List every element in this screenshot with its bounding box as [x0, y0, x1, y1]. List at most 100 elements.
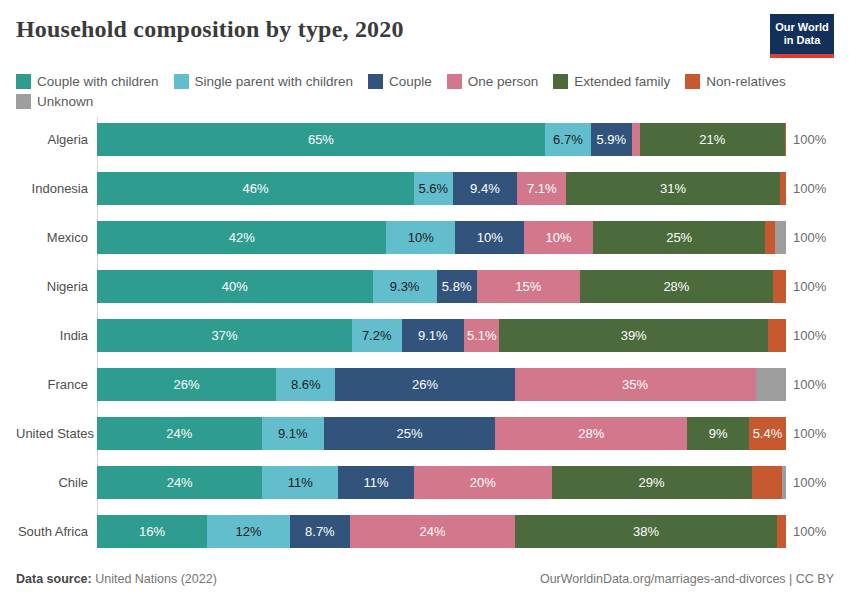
bar-segment[interactable]: 5.8%: [437, 270, 477, 303]
bar-segment[interactable]: 5.4%: [749, 417, 786, 450]
chart-row: India37%7.2%9.1%5.1%39%100%: [16, 319, 834, 352]
chart-row: South Africa16%12%8.7%24%38% 100%: [16, 515, 834, 548]
bar-segment[interactable]: 25%: [593, 221, 765, 254]
owid-logo[interactable]: Our World in Data: [770, 14, 834, 58]
bar-segment[interactable]: 5.6%: [414, 172, 453, 205]
bar-segment[interactable]: 24%: [97, 466, 262, 499]
bar: 24%11%11%20%29%: [97, 466, 786, 499]
row-total: 100%: [786, 279, 834, 294]
bar-segment[interactable]: [773, 270, 786, 303]
bar-segment[interactable]: 8.6%: [276, 368, 335, 401]
data-source-label: Data source:: [16, 572, 92, 586]
bar-segment[interactable]: 37%: [97, 319, 352, 352]
legend-item[interactable]: Extended family: [553, 74, 670, 89]
bar: 37%7.2%9.1%5.1%39%: [97, 319, 786, 352]
row-label: Indonesia: [16, 181, 97, 196]
bar-segment[interactable]: 9.1%: [402, 319, 465, 352]
bar-segment[interactable]: 11%: [262, 466, 338, 499]
bar-segment[interactable]: [768, 319, 786, 352]
legend: Couple with children Single parent with c…: [16, 74, 834, 109]
row-total: 100%: [786, 181, 834, 196]
bar-segment[interactable]: 24%: [97, 417, 262, 450]
bar-segment[interactable]: 7.2%: [352, 319, 402, 352]
bar-segment[interactable]: 11%: [338, 466, 414, 499]
row-total: 100%: [786, 426, 834, 441]
bar-segment[interactable]: 65%: [97, 123, 545, 156]
bar-segment[interactable]: 35%: [515, 368, 756, 401]
bar-segment[interactable]: 5.1%: [464, 319, 499, 352]
bar-segment[interactable]: 28%: [495, 417, 687, 450]
row-label: Nigeria: [16, 279, 97, 294]
legend-item[interactable]: Couple: [368, 74, 432, 89]
bar-segment[interactable]: 28%: [580, 270, 773, 303]
bar-segment[interactable]: [765, 221, 775, 254]
bar-segment[interactable]: [775, 221, 786, 254]
bar-segment[interactable]: [632, 123, 640, 156]
bar-segment[interactable]: [777, 515, 786, 548]
legend-item[interactable]: One person: [447, 74, 539, 89]
row-total: 100%: [786, 377, 834, 392]
chart-row: Chile24%11%11%20%29%100%: [16, 466, 834, 499]
row-label: South Africa: [16, 524, 97, 539]
bar-segment[interactable]: 31%: [566, 172, 780, 205]
bar-segment[interactable]: 8.7%: [290, 515, 350, 548]
bar-segment[interactable]: 7.1%: [517, 172, 566, 205]
bar-segment[interactable]: 12%: [207, 515, 290, 548]
bar-segment[interactable]: 39%: [499, 319, 768, 352]
bar: 24%9.1%25%28%9%5.4%: [97, 417, 786, 450]
row-total: 100%: [786, 524, 834, 539]
legend-item[interactable]: Couple with children: [16, 74, 159, 89]
legend-item[interactable]: Unknown: [16, 94, 93, 109]
bar-segment[interactable]: 42%: [97, 221, 386, 254]
bar-segment[interactable]: [756, 368, 786, 401]
chart-row: Mexico42%10%10%10%25%100%: [16, 221, 834, 254]
bar-segment[interactable]: 29%: [552, 466, 752, 499]
row-label: United States: [16, 426, 97, 441]
bar: 40%9.3%5.8%15%28%: [97, 270, 786, 303]
bar-segment[interactable]: 21%: [640, 123, 785, 156]
bar-segment[interactable]: 10%: [455, 221, 524, 254]
bar-segment[interactable]: 5.9%: [591, 123, 632, 156]
page-title: Household composition by type, 2020: [16, 14, 404, 43]
bar-segment[interactable]: 24%: [350, 515, 515, 548]
bar-segment[interactable]: 9.3%: [373, 270, 437, 303]
bar-segment[interactable]: 10%: [386, 221, 455, 254]
legend-label: One person: [468, 74, 539, 89]
bar-segment[interactable]: [752, 466, 782, 499]
row-total: 100%: [786, 230, 834, 245]
chart-row: Indonesia46%5.6%9.4%7.1%31% 100%: [16, 172, 834, 205]
chart-row: Nigeria40%9.3%5.8%15%28%100%: [16, 270, 834, 303]
legend-item[interactable]: Non-relatives: [685, 74, 786, 89]
bar-segment[interactable]: 10%: [524, 221, 593, 254]
bar-segment[interactable]: 40%: [97, 270, 373, 303]
row-label: Mexico: [16, 230, 97, 245]
legend-label: Couple with children: [37, 74, 159, 89]
bar-segment[interactable]: 9.1%: [262, 417, 324, 450]
bar-segment[interactable]: 38%: [515, 515, 777, 548]
owid-logo-line1: Our World: [775, 21, 829, 34]
bar-segment[interactable]: 16%: [97, 515, 207, 548]
legend-swatch-icon: [16, 94, 31, 109]
bar-segment[interactable]: 20%: [414, 466, 552, 499]
bar-segment[interactable]: 15%: [477, 270, 580, 303]
header: Household composition by type, 2020 Our …: [16, 14, 834, 58]
row-total: 100%: [786, 475, 834, 490]
bar-segment[interactable]: 9%: [687, 417, 749, 450]
legend-label: Extended family: [574, 74, 670, 89]
chart: Algeria65%6.7%5.9%21%100%Indonesia46%5.6…: [16, 123, 834, 548]
row-total: 100%: [786, 328, 834, 343]
legend-item[interactable]: Single parent with children: [174, 74, 353, 89]
chart-row: France26%8.6%26%35%100%: [16, 368, 834, 401]
chart-row: United States24%9.1%25%28%9%5.4%100%: [16, 417, 834, 450]
data-source-value: United Nations (2022): [92, 572, 217, 586]
bar-segment[interactable]: 26%: [335, 368, 514, 401]
bar-segment[interactable]: 25%: [324, 417, 495, 450]
bar-segment[interactable]: 6.7%: [545, 123, 591, 156]
bar-segment[interactable]: 46%: [97, 172, 414, 205]
chart-rows: Algeria65%6.7%5.9%21%100%Indonesia46%5.6…: [16, 123, 834, 548]
row-label: France: [16, 377, 97, 392]
attribution-link[interactable]: OurWorldinData.org/marriages-and-divorce…: [540, 572, 834, 586]
footer: Data source: United Nations (2022) OurWo…: [16, 572, 834, 586]
bar-segment[interactable]: 9.4%: [453, 172, 518, 205]
bar-segment[interactable]: 26%: [97, 368, 276, 401]
